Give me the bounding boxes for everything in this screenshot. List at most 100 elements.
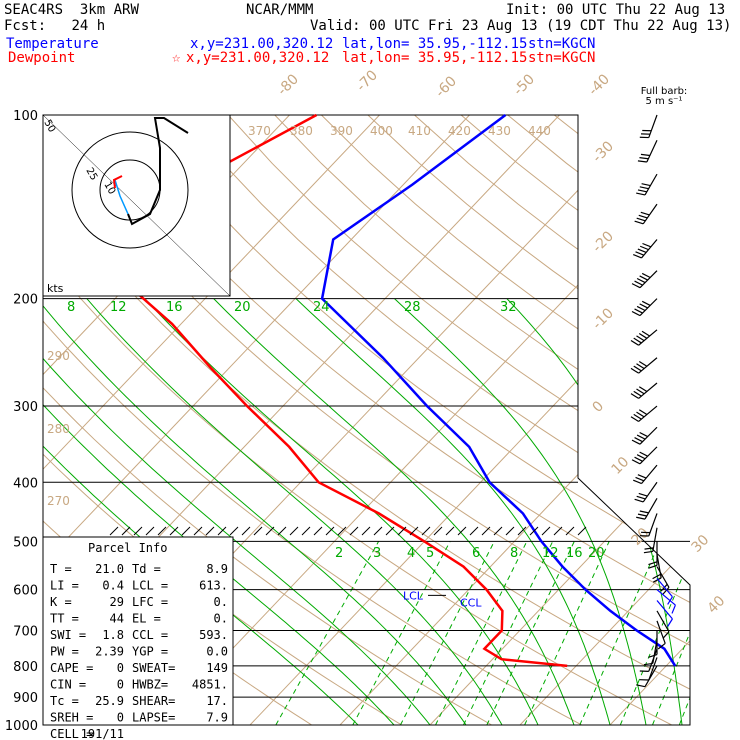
isotherm-label: -10 xyxy=(590,305,617,332)
hodograph-trace-high xyxy=(127,117,189,226)
isotherm-line xyxy=(519,115,690,725)
wind-barb-flag xyxy=(637,189,647,193)
stable-hatch xyxy=(517,526,527,536)
wind-barb-staff xyxy=(648,114,658,138)
stable-hatch xyxy=(493,526,503,536)
fcst-value: 24 h xyxy=(71,18,106,34)
wind-barb-staff xyxy=(656,566,670,588)
isotherm-label: -40 xyxy=(586,71,613,98)
stable-hatch xyxy=(577,526,587,536)
wind-barb xyxy=(656,600,673,627)
dry-adiabat-line xyxy=(460,115,690,725)
stable-hatch xyxy=(265,526,275,536)
wind-barb-flag xyxy=(639,186,649,190)
wind-barb-flag xyxy=(636,305,646,312)
parcel-info-row: LI = 0.4 LCL = 613. xyxy=(50,579,228,593)
hodograph-ring-outer xyxy=(71,131,189,249)
wind-barb-flag xyxy=(657,642,666,650)
parcel-value-left: 0 xyxy=(117,678,124,692)
wind-barb xyxy=(639,114,658,139)
wind-barb-flag xyxy=(636,335,645,342)
wind-barb xyxy=(652,554,662,583)
dry-adiabat-label: 420 xyxy=(448,124,471,138)
pressure-tick-label: 400 xyxy=(13,476,38,491)
parcel-key-right: EL = xyxy=(132,612,161,626)
wind-barb-staff xyxy=(641,239,658,259)
moist-adiabat-line xyxy=(620,298,690,725)
isotherm-line xyxy=(429,115,690,725)
header-org: NCAR/MMM xyxy=(246,2,314,18)
wind-barb-flag xyxy=(652,573,661,580)
pressure-tick-label: 600 xyxy=(13,584,38,599)
model-name: 3km ARW xyxy=(79,2,139,18)
parcel-key-left: T = xyxy=(50,562,72,576)
mixing-ratio-label: 6 xyxy=(472,546,480,561)
wind-barb xyxy=(656,610,670,639)
wind-barb-staff xyxy=(648,657,658,681)
dry-adiabat-label: 440 xyxy=(528,124,551,138)
wind-barb-flag xyxy=(633,390,642,397)
wind-barb xyxy=(630,382,658,399)
mixing-ratio-line xyxy=(463,541,554,725)
stable-hatch xyxy=(217,526,227,536)
wind-barb-flag xyxy=(641,272,651,279)
wind-barb-flag xyxy=(652,577,662,583)
moist-adiabat-label: 24 xyxy=(313,300,330,315)
wind-barb xyxy=(631,270,658,289)
hodograph-trace-red xyxy=(112,175,123,189)
stable-hatch xyxy=(481,526,491,536)
dry-adiabat-line xyxy=(507,115,690,725)
pressure-tick-label: 800 xyxy=(13,660,38,675)
wind-barb-flag xyxy=(636,516,646,520)
pressure-tick-label: 500 xyxy=(13,535,38,550)
pressure-tick-label: 1000 xyxy=(5,719,38,734)
hodograph-diagonal xyxy=(42,114,231,297)
wind-barb-flag xyxy=(636,411,645,418)
wind-barb-flag xyxy=(639,303,648,309)
wind-barb-flag xyxy=(639,451,648,457)
wind-barb-flag xyxy=(633,479,642,485)
parcel-info-row: CAPE = 0 SWEAT= 149 xyxy=(50,661,228,675)
parcel-key-left: PW = xyxy=(50,645,79,659)
moist-adiabat-label: 16 xyxy=(166,300,183,315)
wind-barb-staff xyxy=(638,382,658,399)
fcst-label: Fcst: xyxy=(4,18,47,34)
wind-barb xyxy=(634,203,658,225)
wind-barb-flag xyxy=(662,587,670,595)
mixing-ratio-label: 2 xyxy=(335,546,343,561)
mixing-ratio-label: 4 xyxy=(407,546,415,561)
parcel-value-left: 191/11 xyxy=(81,727,124,740)
stable-hatch xyxy=(205,526,215,536)
dry-adiabat-line xyxy=(88,115,690,725)
dry-adiabat-line xyxy=(181,115,690,725)
wind-barb-flag xyxy=(638,386,648,392)
wind-barb-flag xyxy=(630,367,639,374)
wind-barb-flag xyxy=(638,360,648,367)
dry-adiabat-line xyxy=(553,115,690,725)
parcel-info-row: CIN = 0 HWBZ= 4851. xyxy=(50,678,228,692)
dry-adiabat-label: 390 xyxy=(330,124,353,138)
wind-barb-flag xyxy=(631,310,641,317)
wind-barb-flag xyxy=(637,474,647,479)
parcel-value-left: 0 xyxy=(117,661,124,675)
wind-barb-staff xyxy=(656,620,666,644)
mixing-ratio-line xyxy=(579,541,661,725)
dry-adiabat-label: 410 xyxy=(408,124,431,138)
stable-hatch xyxy=(349,526,359,536)
parcel-key-left: SREH = xyxy=(50,711,93,725)
parcel-value-right: 0. xyxy=(214,612,228,626)
dry-adiabat-line xyxy=(227,115,690,725)
stable-hatch xyxy=(145,526,155,536)
dry-adiabat-line xyxy=(694,115,740,725)
parcel-value-right: 593. xyxy=(199,628,228,642)
wind-barb-flag xyxy=(641,330,650,337)
wind-barb-flag xyxy=(648,564,658,569)
dewpoint-star-icon: ☆ xyxy=(172,50,181,66)
parcel-info-row: PW = 2.39 YGP = 0.0 xyxy=(50,645,228,659)
wind-barb-flag xyxy=(636,388,645,395)
wind-barb-flag xyxy=(635,476,645,482)
pressure-tick-label: 200 xyxy=(13,293,38,308)
wind-barb-flag xyxy=(662,631,670,639)
stable-hatch xyxy=(121,526,131,536)
stable-hatch xyxy=(169,526,179,536)
